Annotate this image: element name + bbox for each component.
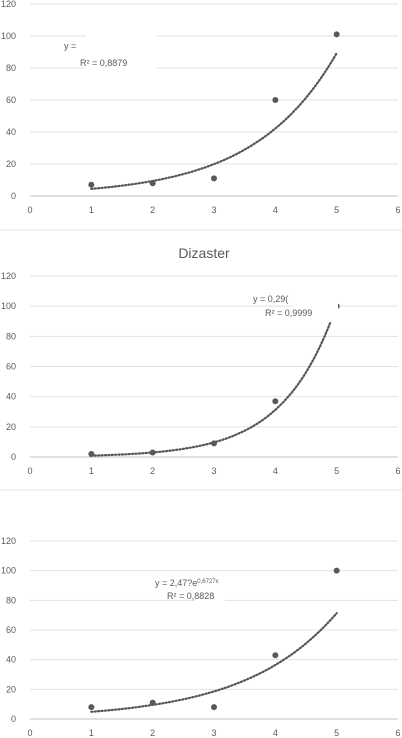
r-squared-label: R² = 0,9999 xyxy=(265,308,312,318)
x-tick-label: 0 xyxy=(27,205,32,215)
x-tick-label: 4 xyxy=(273,205,278,215)
trendline-equation: y = 0,29( xyxy=(253,294,288,304)
x-tick-label: 6 xyxy=(395,728,400,738)
data-point xyxy=(149,699,156,706)
y-tick-label: 120 xyxy=(1,0,16,9)
x-tick-label: 6 xyxy=(395,466,400,476)
data-point xyxy=(272,652,279,659)
x-tick-label: 5 xyxy=(334,205,339,215)
label-occluder xyxy=(294,290,338,322)
trendline xyxy=(90,52,338,190)
y-tick-label: 100 xyxy=(1,301,16,311)
y-tick-label: 100 xyxy=(1,566,16,576)
r-squared-label: R² = 0,8879 xyxy=(80,58,127,68)
trendline-equation: y = 2,47?e0,6727x xyxy=(155,578,219,588)
y-tick-label: 60 xyxy=(6,625,16,635)
x-tick-label: 2 xyxy=(150,728,155,738)
trendline-equation: y = xyxy=(64,41,76,51)
chart-panel-3: 0 20 40 60 80 100 120 0 1 2 3 4 5 6 y = 2,47?e0,6727x R… xyxy=(1,536,401,738)
y-tick-label: 120 xyxy=(1,271,16,281)
chart-panel-2: 0 20 40 60 80 100 120 0 1 2 3 4 5 6 Dizaster y = 0,29( R… xyxy=(1,245,401,476)
y-tick-label: 20 xyxy=(6,159,16,169)
y-tick-label: 40 xyxy=(6,392,16,402)
y-tick-label: 100 xyxy=(1,31,16,41)
y-tick-label: 0 xyxy=(11,714,16,724)
x-tick-label: 3 xyxy=(211,466,216,476)
x-tick-label: 2 xyxy=(150,466,155,476)
data-point xyxy=(333,567,340,574)
y-tick-label: 0 xyxy=(11,191,16,201)
y-tick-label: 60 xyxy=(6,95,16,105)
data-point xyxy=(88,181,95,188)
data-point xyxy=(211,704,217,711)
data-point xyxy=(88,704,95,711)
y-tick-label: 40 xyxy=(6,127,16,137)
label-occluder xyxy=(86,28,156,72)
y-tick-label: 120 xyxy=(1,536,16,546)
y-tick-label: 80 xyxy=(6,331,16,341)
y-tick-label: 0 xyxy=(11,452,16,462)
x-tick-label: 4 xyxy=(273,466,278,476)
x-tick-label: 3 xyxy=(211,205,216,215)
y-tick-label: 60 xyxy=(6,362,16,372)
y-tick-label: 40 xyxy=(6,655,16,665)
x-tick-label: 6 xyxy=(395,205,400,215)
data-point xyxy=(149,180,156,187)
trendline xyxy=(90,304,338,457)
x-tick-label: 3 xyxy=(211,728,216,738)
x-tick-label: 5 xyxy=(334,466,339,476)
data-point xyxy=(149,449,156,456)
y-tick-label: 20 xyxy=(6,422,16,432)
r-squared-label: R² = 0,8828 xyxy=(167,591,214,601)
y-tick-label: 80 xyxy=(6,63,16,73)
data-point xyxy=(88,450,95,457)
data-point xyxy=(211,440,217,447)
trendline xyxy=(90,612,338,713)
chart-panel-1: 0 20 40 60 80 100 120 0 1 2 3 4 5 6 y = R² = 0,8879 xyxy=(1,0,401,215)
x-tick-label: 4 xyxy=(273,728,278,738)
x-tick-label: 1 xyxy=(89,466,94,476)
y-tick-label: 20 xyxy=(6,684,16,694)
chart-title: Dizaster xyxy=(178,245,230,261)
data-point xyxy=(333,31,340,38)
data-point xyxy=(272,97,279,103)
x-tick-label: 1 xyxy=(89,205,94,215)
x-tick-label: 5 xyxy=(334,728,339,738)
x-tick-label: 1 xyxy=(89,728,94,738)
data-point xyxy=(211,175,217,182)
label-occluder xyxy=(195,590,225,604)
y-tick-label: 80 xyxy=(6,595,16,605)
x-tick-label: 2 xyxy=(150,205,155,215)
data-point xyxy=(272,398,279,405)
x-tick-label: 0 xyxy=(27,466,32,476)
trendline-exponent: 0,6727x xyxy=(197,579,218,585)
x-tick-label: 0 xyxy=(27,728,32,738)
